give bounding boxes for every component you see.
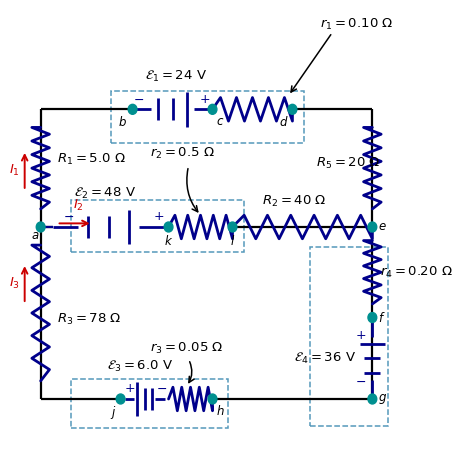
Circle shape (367, 312, 376, 322)
Bar (71, 379, 228, 429)
Circle shape (207, 104, 217, 114)
Text: $+$: $+$ (354, 329, 365, 342)
Text: $h$: $h$ (216, 404, 225, 418)
Text: $b$: $b$ (117, 115, 126, 129)
Circle shape (207, 394, 217, 404)
Text: $\mathcal{E}_4 = 36\ \mathrm{V}$: $\mathcal{E}_4 = 36\ \mathrm{V}$ (293, 350, 356, 366)
Circle shape (367, 222, 376, 232)
Circle shape (228, 222, 236, 232)
Circle shape (288, 104, 296, 114)
Bar (111, 91, 304, 143)
Text: $-$: $-$ (63, 210, 74, 223)
Text: $-$: $-$ (354, 375, 365, 388)
Text: $r_4 = 0.20\ \Omega$: $r_4 = 0.20\ \Omega$ (379, 265, 452, 280)
Text: $r_1 = 0.10\ \Omega$: $r_1 = 0.10\ \Omega$ (320, 16, 393, 32)
Circle shape (367, 394, 376, 404)
Text: $+$: $+$ (198, 93, 210, 106)
Text: $d$: $d$ (278, 115, 288, 129)
Text: $r_3 = 0.05\ \Omega$: $r_3 = 0.05\ \Omega$ (150, 341, 223, 356)
Text: $R_2 = 40\ \Omega$: $R_2 = 40\ \Omega$ (262, 194, 326, 209)
Text: $R_5 = 20\ \Omega$: $R_5 = 20\ \Omega$ (316, 156, 380, 171)
Bar (310, 247, 388, 426)
Text: $r_2 = 0.5\ \Omega$: $r_2 = 0.5\ \Omega$ (150, 146, 215, 161)
Circle shape (164, 222, 172, 232)
Text: $I_2$: $I_2$ (73, 197, 84, 212)
Circle shape (36, 222, 45, 232)
Text: $c$: $c$ (216, 115, 224, 128)
Text: $\mathcal{E}_3 = 6.0\ \mathrm{V}$: $\mathcal{E}_3 = 6.0\ \mathrm{V}$ (107, 359, 173, 374)
Text: $g$: $g$ (378, 392, 386, 406)
Circle shape (116, 394, 125, 404)
Text: $+$: $+$ (152, 210, 164, 223)
Text: $\mathcal{E}_1 = 24\ \mathrm{V}$: $\mathcal{E}_1 = 24\ \mathrm{V}$ (145, 69, 207, 84)
Text: $k$: $k$ (164, 234, 173, 248)
Text: $j$: $j$ (110, 404, 116, 420)
Text: $+$: $+$ (123, 382, 135, 395)
Text: $R_3 = 78\ \Omega$: $R_3 = 78\ \Omega$ (56, 312, 121, 327)
Text: $e$: $e$ (378, 221, 386, 233)
Text: $\mathcal{E}_2 = 48\ \mathrm{V}$: $\mathcal{E}_2 = 48\ \mathrm{V}$ (73, 186, 135, 201)
Text: $f$: $f$ (378, 311, 385, 325)
Text: $I_3$: $I_3$ (9, 276, 20, 291)
Circle shape (128, 104, 136, 114)
Bar (71, 200, 244, 252)
Text: $a$: $a$ (30, 229, 39, 242)
Text: $-$: $-$ (133, 93, 144, 106)
Text: $-$: $-$ (156, 382, 167, 395)
Text: $I_1$: $I_1$ (9, 163, 20, 178)
Text: $l$: $l$ (229, 234, 235, 248)
Text: $R_1 = 5.0\ \Omega$: $R_1 = 5.0\ \Omega$ (56, 152, 125, 167)
